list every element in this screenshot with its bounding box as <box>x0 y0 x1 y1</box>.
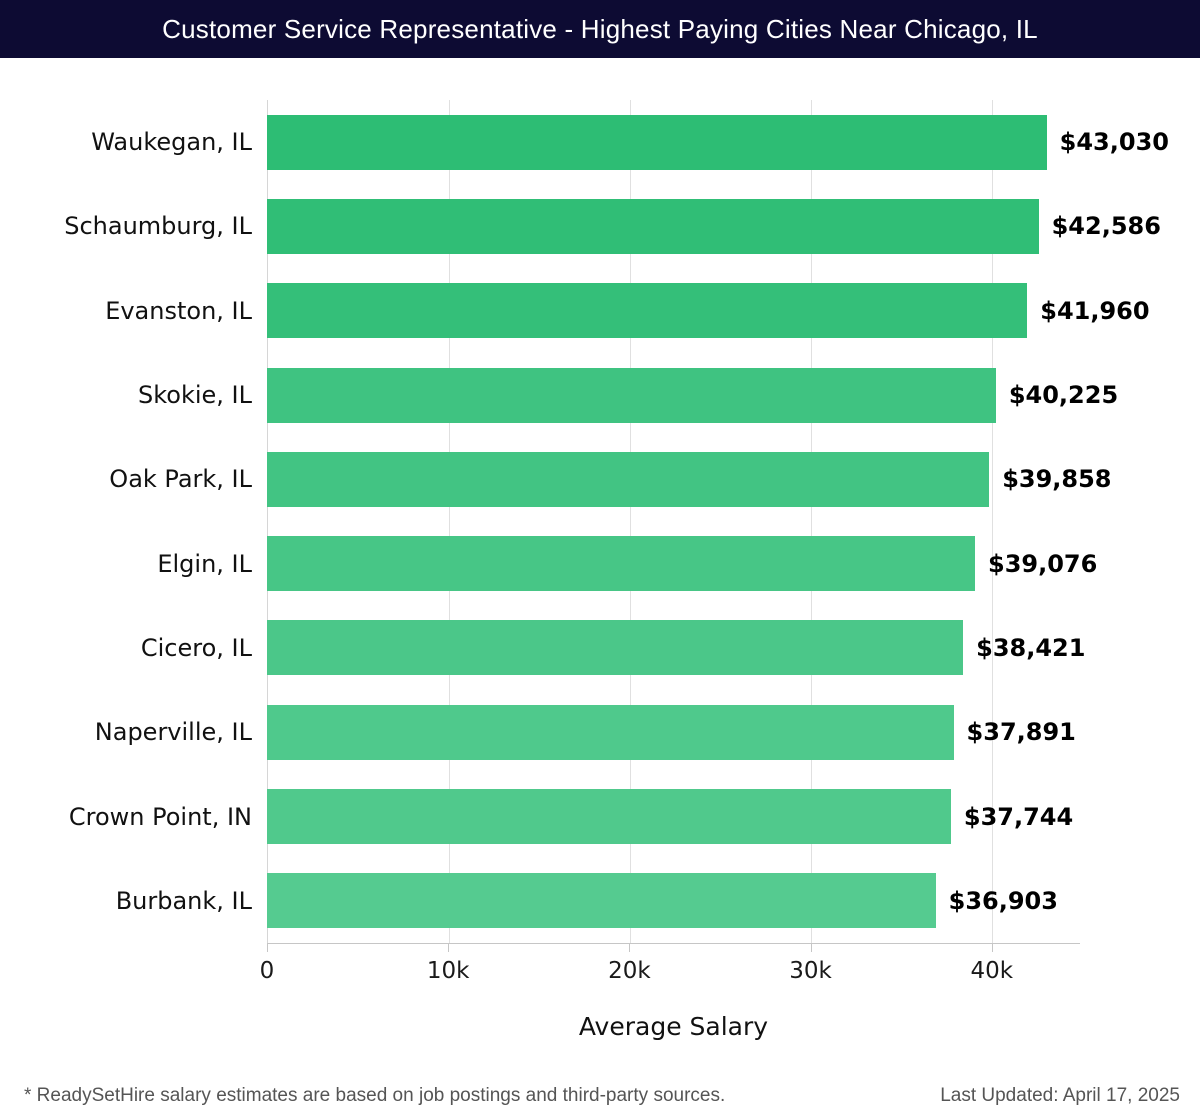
tick-label-20k: 20k <box>608 958 651 984</box>
tick-mark-0 <box>267 944 268 952</box>
bar-value-label: $43,030 <box>1059 128 1169 157</box>
bar-value-label: $42,586 <box>1051 212 1161 241</box>
bar-row: Elgin, IL $39,076 <box>0 521 1200 605</box>
tick-label-40k: 40k <box>970 958 1014 984</box>
bar-track: $42,586 <box>267 184 1200 268</box>
salary-bar <box>267 536 976 592</box>
bar-row: Oak Park, IL $39,858 <box>0 437 1200 521</box>
bar-value-label: $36,903 <box>948 886 1058 915</box>
bar-track: $41,960 <box>267 269 1200 353</box>
tick-mark-40k <box>991 944 993 952</box>
category-label: Naperville, IL <box>94 718 252 747</box>
bar-track: $39,076 <box>267 521 1200 605</box>
x-axis-title: Average Salary <box>578 1012 769 1041</box>
title-bar: Customer Service Representative - Highes… <box>0 0 1200 58</box>
salary-bar <box>267 114 1047 170</box>
bar-track: $36,903 <box>267 859 1200 943</box>
bar-row: Evanston, IL $41,960 <box>0 269 1200 353</box>
bar-row: Waukegan, IL $43,030 <box>0 100 1200 184</box>
bar-track: $43,030 <box>267 100 1200 184</box>
salary-bar <box>267 283 1028 339</box>
bar-value-label: $39,076 <box>988 549 1098 578</box>
bar-value-label: $37,744 <box>963 802 1074 831</box>
salary-bar <box>267 367 996 423</box>
tick-mark-10k <box>448 944 450 952</box>
category-label: Evanston, IL <box>105 296 252 325</box>
gridline-20k <box>629 100 631 943</box>
category-label: Elgin, IL <box>157 549 252 578</box>
bar-row: Schaumburg, IL $42,586 <box>0 184 1200 268</box>
salary-bar <box>267 704 954 760</box>
tick-mark-30k <box>810 944 812 952</box>
category-label: Waukegan, IL <box>91 128 252 157</box>
plot-area: Waukegan, IL $43,030 Schaumburg, IL $42,586… <box>0 100 1200 943</box>
salary-bar <box>267 789 951 845</box>
x-axis-line <box>267 943 1080 944</box>
category-label: Oak Park, IL <box>109 465 252 494</box>
bar-track: $40,225 <box>267 353 1200 437</box>
bar-value-label: $38,421 <box>976 633 1086 662</box>
bar-value-label: $41,960 <box>1040 296 1150 325</box>
salary-bar <box>267 620 964 676</box>
bar-row: Skokie, IL $40,225 <box>0 353 1200 437</box>
bar-value-label: $37,891 <box>966 718 1076 747</box>
bar-row: Crown Point, IN $37,744 <box>0 774 1200 858</box>
bar-row: Naperville, IL $37,891 <box>0 690 1200 774</box>
gridline-30k <box>810 100 812 943</box>
category-label: Burbank, IL <box>115 886 252 915</box>
gridline-40k <box>991 100 993 943</box>
salary-bar <box>267 873 936 929</box>
salary-bar <box>267 198 1039 254</box>
bar-value-label: $40,225 <box>1008 381 1119 410</box>
category-label: Cicero, IL <box>140 633 252 662</box>
tick-label-10k: 10k <box>426 958 470 984</box>
tick-label-0: 0 <box>259 958 275 984</box>
bar-track: $37,891 <box>267 690 1200 774</box>
category-label: Schaumburg, IL <box>64 212 252 241</box>
bar-row: Cicero, IL $38,421 <box>0 606 1200 690</box>
tick-label-30k: 30k <box>789 958 832 984</box>
bar-track: $37,744 <box>267 774 1200 858</box>
salary-bar <box>267 451 990 507</box>
bar-row: Burbank, IL $36,903 <box>0 859 1200 943</box>
bar-track: $38,421 <box>267 606 1200 690</box>
category-label: Crown Point, IN <box>68 802 252 831</box>
gridlines-layer <box>267 100 1080 943</box>
bar-value-label: $39,858 <box>1002 465 1112 494</box>
gridline-10k <box>448 100 450 943</box>
chart-title: Customer Service Representative - Highes… <box>162 13 1038 44</box>
footer: * ReadySetHire salary estimates are base… <box>24 1085 1180 1107</box>
tick-mark-20k <box>629 944 631 952</box>
footer-note: * ReadySetHire salary estimates are base… <box>24 1085 726 1106</box>
category-label: Skokie, IL <box>138 381 252 410</box>
bar-track: $39,858 <box>267 437 1200 521</box>
footer-last-updated: Last Updated: April 17, 2025 <box>940 1085 1180 1106</box>
chart-rows: Waukegan, IL $43,030 Schaumburg, IL $42,586… <box>0 100 1200 943</box>
